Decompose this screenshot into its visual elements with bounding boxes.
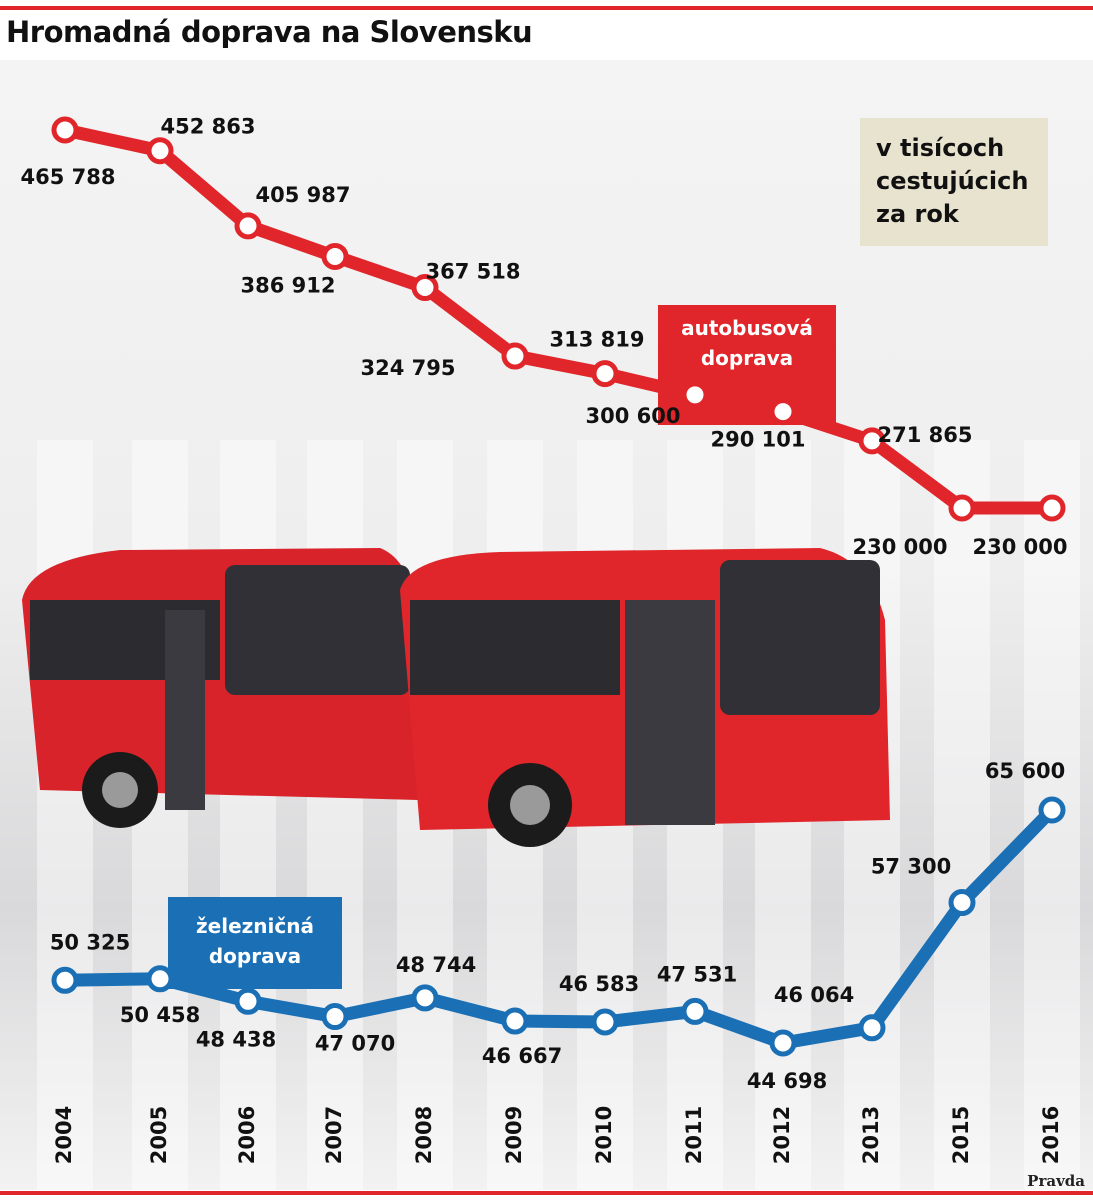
- data-point: [769, 398, 797, 426]
- data-label: 48 438: [196, 1027, 276, 1051]
- x-tick-label: 2015: [949, 1106, 973, 1164]
- data-label: 367 518: [426, 260, 521, 284]
- chart-title: Hromadná doprava na Slovensku: [6, 15, 533, 49]
- data-point: [321, 242, 349, 270]
- x-tick-label: 2004: [52, 1106, 76, 1164]
- data-point: [501, 342, 529, 370]
- data-label: 47 070: [315, 1032, 395, 1056]
- data-label: 57 300: [871, 855, 951, 879]
- top-rule: [0, 6, 1093, 10]
- data-point: [769, 1029, 797, 1057]
- x-tick-label: 2005: [147, 1106, 171, 1164]
- data-label: 300 600: [586, 404, 681, 428]
- data-point: [591, 1008, 619, 1036]
- x-tick-label: 2011: [682, 1106, 706, 1164]
- unit-note: v tisícoch cestujúcich za rok: [860, 118, 1048, 246]
- data-label: 46 583: [559, 972, 639, 996]
- data-label: 46 667: [482, 1044, 562, 1068]
- data-label: 405 987: [256, 183, 351, 207]
- data-label: 386 912: [241, 273, 336, 297]
- data-point: [591, 360, 619, 388]
- data-point: [681, 997, 709, 1025]
- data-point: [51, 116, 79, 144]
- data-point: [681, 381, 709, 409]
- data-label: 50 325: [50, 930, 130, 954]
- source: Pravda: [1027, 1172, 1085, 1190]
- column-stripe: [934, 440, 990, 1190]
- data-label: 44 698: [747, 1069, 827, 1093]
- bottom-rule: [0, 1191, 1093, 1195]
- x-tick-label: 2008: [412, 1106, 436, 1164]
- x-tick-label: 2013: [859, 1106, 883, 1164]
- data-point: [234, 987, 262, 1015]
- data-label: 452 863: [161, 115, 256, 139]
- data-label: 50 458: [120, 1003, 200, 1027]
- legend-label: železničná doprava: [196, 914, 314, 968]
- data-point: [51, 966, 79, 994]
- x-tick-label: 2010: [592, 1106, 616, 1164]
- data-point: [948, 889, 976, 917]
- data-label: 65 600: [985, 759, 1065, 783]
- data-point: [411, 984, 439, 1012]
- data-point: [858, 427, 886, 455]
- data-point: [1038, 494, 1066, 522]
- data-label: 46 064: [774, 983, 854, 1007]
- x-tick-label: 2012: [770, 1106, 794, 1164]
- series-label-box: [168, 897, 342, 989]
- data-label: 230 000: [973, 535, 1068, 559]
- data-label: 290 101: [711, 428, 806, 452]
- data-point: [146, 137, 174, 165]
- x-tick-label: 2007: [322, 1106, 346, 1164]
- data-label: 48 744: [396, 953, 476, 977]
- data-label: 47 531: [657, 962, 737, 986]
- bus-illustration: [22, 548, 890, 847]
- column-stripe: [37, 440, 93, 1190]
- data-point: [501, 1007, 529, 1035]
- legend-label: autobusová doprava: [681, 316, 813, 370]
- data-point: [411, 274, 439, 302]
- data-label: 465 788: [21, 165, 116, 189]
- x-tick-label: 2009: [502, 1106, 526, 1164]
- data-label: 324 795: [361, 356, 456, 380]
- x-tick-label: 2006: [235, 1106, 259, 1164]
- series-line: [64, 805, 1057, 1050]
- data-point: [858, 1014, 886, 1042]
- data-point: [1038, 796, 1066, 824]
- data-label: 271 865: [878, 423, 973, 447]
- data-point: [321, 1003, 349, 1031]
- data-point: [146, 965, 174, 993]
- data-label: 230 000: [853, 535, 948, 559]
- data-point: [948, 494, 976, 522]
- data-point: [234, 212, 262, 240]
- series-line: [63, 123, 1052, 515]
- data-label: 313 819: [550, 328, 645, 352]
- x-tick-label: 2016: [1039, 1106, 1063, 1164]
